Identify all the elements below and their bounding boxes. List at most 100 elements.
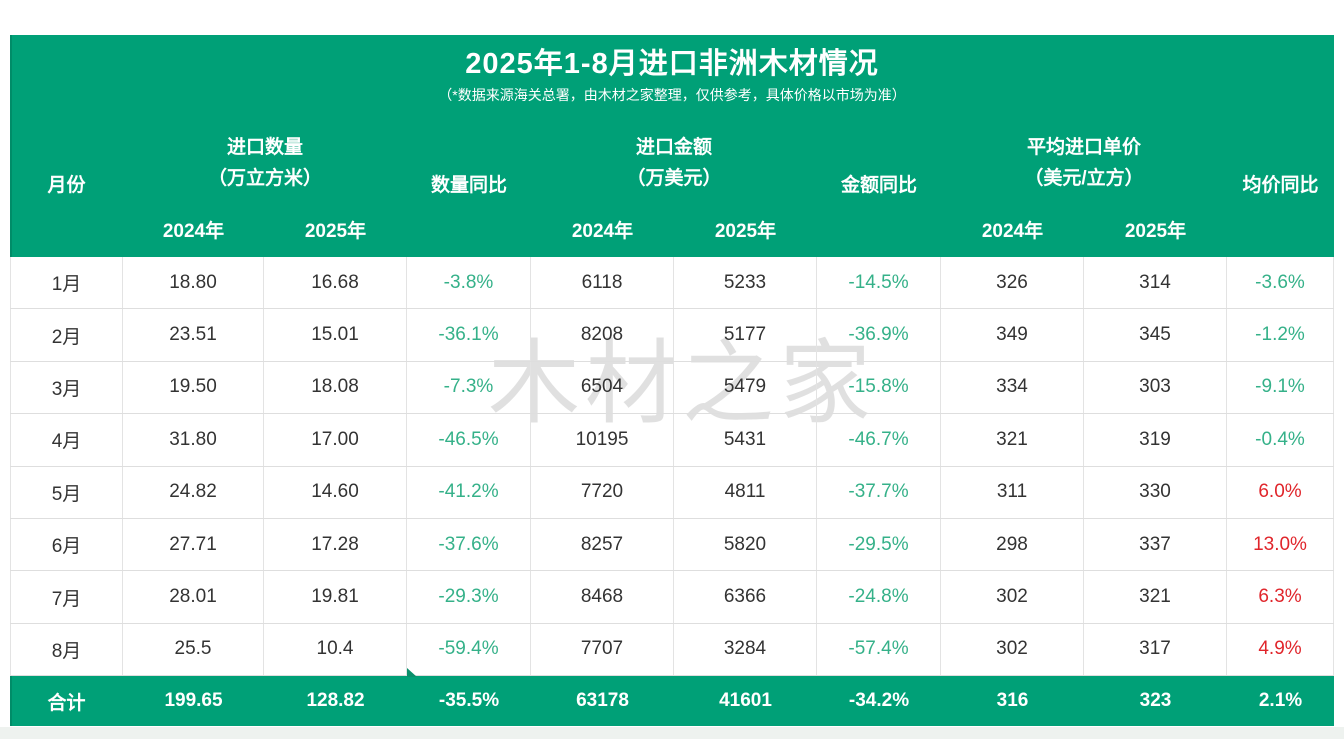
qty-yoy-cell: -7.3% xyxy=(407,361,531,414)
amt-2025-cell: 5233 xyxy=(674,257,817,309)
price-yoy-cell: -1.2% xyxy=(1227,309,1334,361)
table-row-jan: 1月 18.80 16.68 -3.8% 6118 5233 -14.5% 32… xyxy=(10,257,1334,310)
price-2024-cell: 321 xyxy=(941,414,1084,466)
amt-yoy-cell: -37.7% xyxy=(817,466,941,518)
table-row-jun: 6月 27.71 17.28 -37.6% 8257 5820 -29.5% 2… xyxy=(10,518,1334,572)
bottom-strip xyxy=(0,727,1344,739)
qty-2024-cell: 27.71 xyxy=(123,518,264,571)
price-2024-cell: 349 xyxy=(941,309,1084,361)
page-subtitle: （*数据来源海关总署，由木材之家整理，仅供参考，具体价格以市场为准） xyxy=(438,87,906,103)
month-cell: 3月 xyxy=(10,361,123,414)
price-yoy-cell: 6.3% xyxy=(1227,571,1334,623)
amt-yoy-cell: -57.4% xyxy=(817,623,941,676)
price-2024-cell: 311 xyxy=(941,466,1084,518)
price-2025-cell: 321 xyxy=(1084,571,1227,623)
total-label: 合计 xyxy=(47,692,86,714)
amt-yoy-cell: -29.5% xyxy=(817,518,941,571)
total-price-2025: 323 xyxy=(1139,690,1172,712)
price-2025-cell: 314 xyxy=(1084,257,1227,309)
qty-2025-cell: 15.01 xyxy=(264,309,407,361)
total-price-yoy: 2.1% xyxy=(1258,690,1303,712)
amt-2025-cell: 3284 xyxy=(674,623,817,676)
amt-2025-cell: 4811 xyxy=(674,466,817,518)
qty-yoy-cell: -3.8% xyxy=(407,257,531,309)
price-yoy-cell: 6.0% xyxy=(1227,466,1334,518)
qty-2025-cell: 16.68 xyxy=(264,257,407,309)
table-row-aug: 8月 25.5 10.4 -59.4% 7707 3284 -57.4% 302… xyxy=(10,623,1334,677)
header-import-amount-group: 进口金额 （万美元） xyxy=(531,110,817,202)
month-cell: 8月 xyxy=(10,623,123,676)
total-amt-2024: 63178 xyxy=(576,690,629,712)
import-data-table: 2025年1-8月进口非洲木材情况 （*数据来源海关总署，由木材之家整理，仅供参… xyxy=(10,35,1334,727)
header-quantity-yoy: 数量同比 xyxy=(430,175,507,196)
qty-2024-cell: 23.51 xyxy=(123,309,264,361)
total-price-2024: 316 xyxy=(996,690,1029,712)
price-yoy-cell: -3.6% xyxy=(1227,257,1334,309)
total-amt-2025: 41601 xyxy=(719,690,772,712)
price-yoy-cell: 4.9% xyxy=(1227,623,1334,676)
header-import-quantity-line1: 进口数量 xyxy=(226,137,303,158)
page-title: 2025年1-8月进口非洲木材情况 xyxy=(465,48,879,80)
month-cell: 6月 xyxy=(10,518,123,571)
amt-2024-cell: 6504 xyxy=(531,361,674,414)
amt-yoy-cell: -24.8% xyxy=(817,571,941,623)
cell-marker-triangle xyxy=(407,668,417,677)
total-amt-yoy: -34.2% xyxy=(848,690,910,712)
table-total-row: 合计 199.65 128.82 -35.5% 63178 41601 -34.… xyxy=(10,676,1334,727)
month-cell: 7月 xyxy=(10,571,123,623)
qty-yoy-cell: -29.3% xyxy=(407,571,531,623)
amt-2024-cell: 8257 xyxy=(531,518,674,571)
qty-2025-cell: 18.08 xyxy=(264,361,407,414)
qty-2024-cell: 28.01 xyxy=(123,571,264,623)
amt-2025-cell: 5820 xyxy=(674,518,817,571)
header-price-2025: 2025年 xyxy=(1124,221,1187,242)
table-body: 木材之家 1月 18.80 16.68 -3.8% 6118 5233 -14.… xyxy=(10,257,1334,677)
price-2024-cell: 302 xyxy=(941,571,1084,623)
amt-yoy-cell: -46.7% xyxy=(817,414,941,466)
header-month: 月份 xyxy=(47,175,86,196)
qty-2025-cell: 17.00 xyxy=(264,414,407,466)
price-yoy-cell: 13.0% xyxy=(1227,518,1334,571)
total-qty-2025: 128.82 xyxy=(306,690,365,712)
amt-2025-cell: 5431 xyxy=(674,414,817,466)
amt-2024-cell: 8468 xyxy=(531,571,674,623)
price-2024-cell: 298 xyxy=(941,518,1084,571)
header-amount-yoy: 金额同比 xyxy=(840,175,917,196)
table-row-jul: 7月 28.01 19.81 -29.3% 8468 6366 -24.8% 3… xyxy=(10,571,1334,624)
table-row-may: 5月 24.82 14.60 -41.2% 7720 4811 -37.7% 3… xyxy=(10,466,1334,519)
price-2025-cell: 337 xyxy=(1084,518,1227,571)
amt-2025-cell: 5479 xyxy=(674,361,817,414)
table-row-apr: 4月 31.80 17.00 -46.5% 10195 5431 -46.7% … xyxy=(10,414,1334,467)
price-2025-cell: 317 xyxy=(1084,623,1227,676)
qty-2024-cell: 31.80 xyxy=(123,414,264,466)
qty-yoy-cell: -46.5% xyxy=(407,414,531,466)
header-import-amount-line1: 进口金额 xyxy=(635,137,712,158)
header-amt-2024: 2024年 xyxy=(571,221,634,242)
qty-yoy-cell: -59.4% xyxy=(407,623,531,676)
qty-yoy-cell: -36.1% xyxy=(407,309,531,361)
price-2024-cell: 302 xyxy=(941,623,1084,676)
qty-2024-cell: 18.80 xyxy=(123,257,264,309)
header-qty-2024: 2024年 xyxy=(162,221,225,242)
month-cell: 1月 xyxy=(10,257,123,309)
qty-2024-cell: 25.5 xyxy=(123,623,264,676)
price-yoy-cell: -9.1% xyxy=(1227,361,1334,414)
header-avg-price-line2: （美元/立方） xyxy=(1024,168,1144,189)
price-2024-cell: 334 xyxy=(941,361,1084,414)
month-cell: 5月 xyxy=(10,466,123,518)
column-headers: 月份 进口数量 （万立方米） 数量同比 进口金额 （万美元） 金额同比 平均进口… xyxy=(10,110,1334,257)
table-row-mar: 3月 19.50 18.08 -7.3% 6504 5479 -15.8% 33… xyxy=(10,361,1334,415)
amt-2024-cell: 7720 xyxy=(531,466,674,518)
amt-2024-cell: 10195 xyxy=(531,414,674,466)
header-import-amount-line2: （万美元） xyxy=(626,168,722,189)
header-avg-price-group: 平均进口单价 （美元/立方） xyxy=(941,110,1227,202)
amt-2025-cell: 6366 xyxy=(674,571,817,623)
qty-yoy-cell: -41.2% xyxy=(407,466,531,518)
header-import-quantity-group: 进口数量 （万立方米） xyxy=(123,110,407,202)
qty-2024-cell: 19.50 xyxy=(123,361,264,414)
amt-2024-cell: 6118 xyxy=(531,257,674,309)
qty-yoy-cell: -37.6% xyxy=(407,518,531,571)
qty-2025-cell: 17.28 xyxy=(264,518,407,571)
header-amt-2025: 2025年 xyxy=(714,221,777,242)
